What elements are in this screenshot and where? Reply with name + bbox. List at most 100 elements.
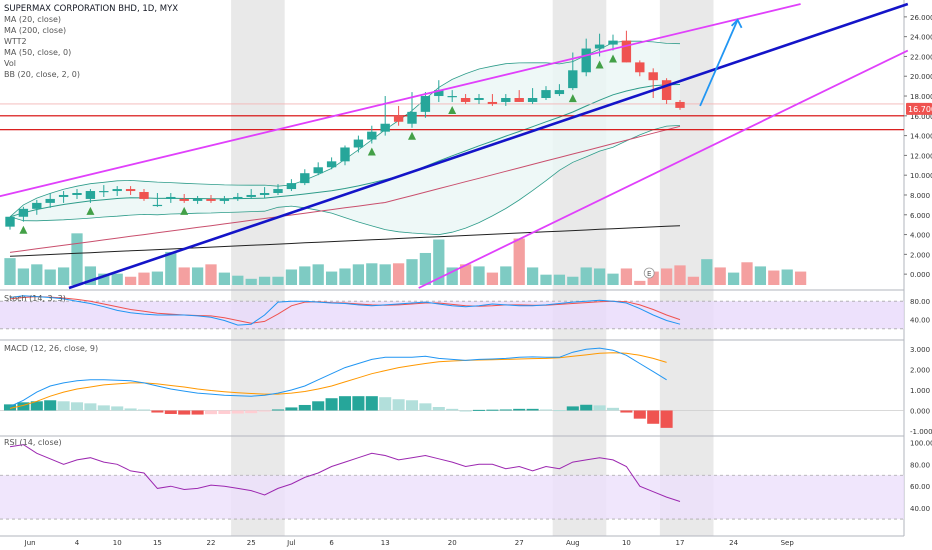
buy-signal-7 <box>595 60 604 69</box>
volume-bar-19 <box>258 276 271 285</box>
volume-bar-0 <box>4 258 16 285</box>
stoch-k-line <box>9 295 681 326</box>
macd-hist-bar-9 <box>124 408 137 411</box>
volume-bar-55 <box>741 262 753 285</box>
volume-bar-32 <box>433 239 445 285</box>
macd-hist-bar-2 <box>30 401 43 411</box>
volume-bar-36 <box>486 272 499 285</box>
volume-bar-11 <box>151 271 164 285</box>
x-tick-label-12: 10 <box>622 539 631 547</box>
candle-body-24 <box>326 161 337 168</box>
macd-hist-bar-5 <box>70 402 84 411</box>
volume-bar-22 <box>299 266 311 285</box>
macd-line <box>9 347 667 407</box>
macd-hist-bar-45 <box>606 407 620 411</box>
x-tick-label-2: 10 <box>113 539 122 547</box>
channel-lower-line <box>418 49 909 289</box>
candle-body-7 <box>99 191 109 193</box>
candle-body-48 <box>648 72 658 81</box>
volume-bar-49 <box>660 268 673 285</box>
candle-body-2 <box>32 202 42 209</box>
rsi-label[interactable]: RSI (14, close) <box>4 438 62 447</box>
x-tick-label-4: 22 <box>207 539 216 547</box>
x-tick-label-15: Sep <box>781 539 795 547</box>
macd-hist-bar-19 <box>258 410 271 412</box>
candle-body-1 <box>18 208 29 217</box>
candle-body-29 <box>393 115 404 122</box>
macd-hist-bar-18 <box>245 410 258 414</box>
volume-bar-37 <box>500 266 512 285</box>
earnings-marker-label: E <box>647 270 651 278</box>
candle-body-17 <box>233 196 243 199</box>
volume-bar-18 <box>245 278 257 285</box>
candle-body-34 <box>460 98 471 102</box>
buy-signal-2 <box>180 206 189 215</box>
volume-bar-42 <box>567 276 579 285</box>
x-tick-label-6: Jul <box>286 539 296 547</box>
volume-bar-33 <box>446 267 458 285</box>
candle-body-49 <box>661 80 672 100</box>
candle-body-6 <box>85 191 96 199</box>
earnings-marker <box>643 267 655 279</box>
candle-body-12 <box>166 196 176 199</box>
macd-hist-bar-38 <box>513 408 526 411</box>
price-tick-label-5: 16.000 <box>910 113 932 121</box>
macd-tick-label-0: 3.000 <box>910 346 930 354</box>
volume-bar-47 <box>634 280 646 285</box>
macd-hist-bar-1 <box>17 402 30 411</box>
volume-bar-45 <box>607 273 619 285</box>
volume-bar-39 <box>526 267 539 285</box>
macd-hist-bar-42 <box>566 406 579 411</box>
volume-bar-59 <box>794 271 807 285</box>
stoch-label[interactable]: Stoch (14, 3, 3) <box>4 294 66 303</box>
macd-signal-line <box>9 352 667 409</box>
legend-wtt2[interactable]: WTT2 <box>4 37 27 46</box>
legend-ma50[interactable]: MA (50, close, 0) <box>4 48 71 57</box>
volume-bar-50 <box>674 265 686 285</box>
buy-signal-5 <box>448 105 457 114</box>
macd-hist-bar-21 <box>285 407 298 411</box>
volume-bar-46 <box>620 268 633 285</box>
macd-label[interactable]: MACD (12, 26, close, 9) <box>4 344 98 353</box>
x-tick-label-9: 20 <box>448 539 457 547</box>
candle-body-15 <box>206 198 216 201</box>
candle-body-25 <box>340 147 350 162</box>
volume-bar-43 <box>580 267 592 285</box>
macd-hist-bar-46 <box>620 410 633 413</box>
macd-hist-bar-22 <box>298 404 311 411</box>
legend-bb[interactable]: BB (20, close, 2, 0) <box>4 70 80 79</box>
indicator-panes <box>0 295 904 520</box>
axes: 26.000 24.000 22.000 20.000 18.000 16.000 14.0… <box>24 14 932 547</box>
last-price-tag: 16.700 <box>906 102 932 115</box>
candle-body-14 <box>192 198 203 201</box>
macd-hist-bar-25 <box>338 396 352 411</box>
macd-tick-label-3: 0.000 <box>910 407 930 415</box>
legend-ma20[interactable]: MA (20, close) <box>4 15 61 24</box>
volume-bar-29 <box>392 263 405 285</box>
ma50-line <box>9 125 681 253</box>
volume-bar-54 <box>727 272 740 285</box>
candle-body-20 <box>273 189 283 194</box>
candle-body-30 <box>407 111 417 124</box>
volume-bar-57 <box>768 270 780 285</box>
legend-vol[interactable]: Vol <box>4 59 16 68</box>
price-tick-label-10: 6.000 <box>910 212 930 220</box>
macd-tick-label-1: 2.000 <box>910 367 930 375</box>
macd-hist-bar-30 <box>405 400 419 411</box>
volume-bar-5 <box>71 233 83 285</box>
candle-body-44 <box>594 44 605 49</box>
stoch-tick-label-1: 40.00 <box>910 317 930 325</box>
x-tick-label-10: 27 <box>515 539 524 547</box>
macd-hist-bar-36 <box>486 409 499 411</box>
legend-ma200[interactable]: MA (200, close) <box>4 26 66 35</box>
volume-bar-23 <box>312 264 324 285</box>
candle-body-23 <box>313 167 323 174</box>
macd-hist-bar-37 <box>499 409 512 411</box>
macd-hist-bar-40 <box>539 409 553 411</box>
price-tick-label-12: 2.000 <box>910 251 930 259</box>
price-tick-label-8: 10.000 <box>910 172 932 180</box>
rsi-tick-label-3: 40.00 <box>910 505 930 513</box>
x-tick-label-1: 4 <box>75 539 80 547</box>
macd-hist-bar-12 <box>164 410 177 414</box>
macd-hist-bar-31 <box>419 403 432 411</box>
